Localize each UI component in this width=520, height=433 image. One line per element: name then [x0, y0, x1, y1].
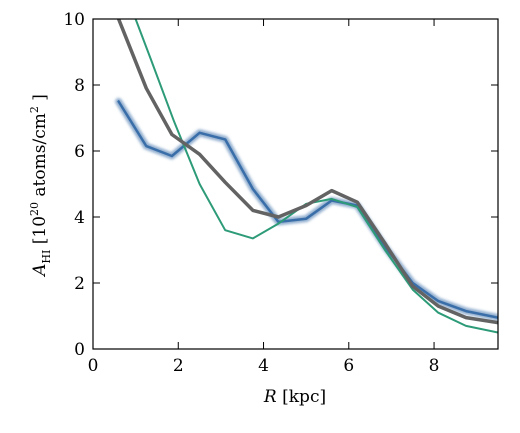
y-tick-label: 0 — [74, 340, 85, 360]
series-line-2 — [134, 19, 498, 334]
y-tick-label: 4 — [74, 208, 85, 228]
series-line-1-halo — [115, 98, 498, 322]
plot-frame — [92, 18, 499, 350]
y-axis-label: AHI [1020 atoms/cm2 ] — [28, 94, 53, 278]
x-axis-label: R [kpc] — [263, 387, 326, 407]
series-line-1 — [117, 100, 498, 319]
tick-layer: 0 2 4 6 8 0 2 4 6 8 10 — [63, 10, 498, 376]
x-tick-label: 4 — [258, 356, 269, 376]
x-tick-label: 6 — [343, 356, 354, 376]
y-tick-label: 6 — [74, 142, 85, 162]
y-tick-label: 2 — [74, 274, 85, 294]
series-line-3 — [116, 19, 498, 325]
y-tick-label: 10 — [63, 10, 85, 30]
x-tick-label: 0 — [88, 356, 99, 376]
series-layer — [115, 19, 498, 334]
x-tick-label: 8 — [429, 356, 440, 376]
y-tick-label: 8 — [74, 76, 85, 96]
x-tick-label: 2 — [173, 356, 184, 376]
